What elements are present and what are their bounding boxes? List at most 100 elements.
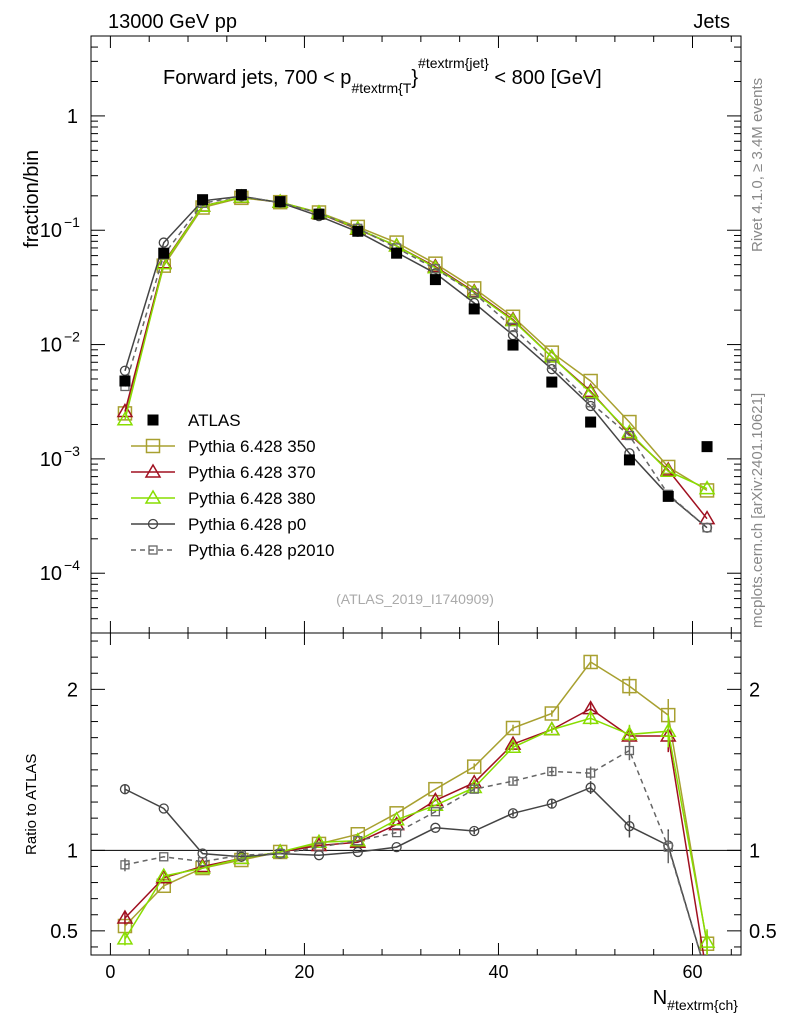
title-main: Forward jets, 700 < p	[163, 67, 351, 89]
ratio-point-p2010	[663, 842, 673, 852]
data-point-atlas	[585, 416, 597, 428]
ratio-point-p2010	[197, 856, 208, 867]
main-y-tick-label: 10	[40, 335, 62, 357]
ratio-point-p0	[469, 825, 480, 837]
ratio-point-p350	[466, 759, 482, 774]
title-brace: }	[411, 67, 418, 89]
data-point-p2010	[547, 359, 557, 370]
ratio-point-p350	[583, 654, 598, 670]
ratio-point-p380	[504, 738, 522, 754]
data-point-p380	[543, 348, 561, 363]
data-point-p380	[698, 480, 716, 495]
ratio-point-p0	[391, 841, 402, 853]
ratio-point-p380	[427, 796, 444, 812]
main-y-tick-exponent: −1	[64, 214, 80, 230]
ratio-point-p2010	[314, 842, 324, 852]
ratio-clipped-group	[116, 654, 716, 955]
ratio-y-tick-label-right: 1	[749, 840, 760, 862]
data-point-atlas	[701, 441, 713, 453]
side-label-rivet: Rivet 4.1.0, ≥ 3.4M events	[749, 78, 766, 252]
main-y-axis-label: fraction/bin	[21, 150, 43, 248]
data-point-p350	[117, 406, 133, 421]
data-point-p350	[622, 414, 637, 430]
ratio-y-tick-label-right: 2	[749, 679, 760, 701]
legend-marker-p2010	[148, 545, 158, 555]
ratio-point-p0	[430, 822, 441, 833]
ratio-point-p380	[543, 721, 561, 736]
ratio-line-p350	[124, 661, 708, 944]
legend-marker-p370	[144, 463, 162, 478]
data-point-atlas	[623, 454, 635, 466]
plot-title: Forward jets, 700 < p#textrm{T}#textrm{j…	[163, 55, 602, 96]
ratio-point-p2010	[275, 848, 285, 859]
data-point-p350	[660, 459, 676, 475]
series-line-p2010	[124, 195, 708, 529]
ratio-point-p370	[155, 869, 173, 884]
main-y-tick-exponent: −3	[64, 443, 80, 459]
data-point-p2010	[469, 288, 479, 298]
data-point-atlas	[468, 303, 480, 315]
x-tick-label: 0	[105, 962, 115, 982]
ratio-point-p380	[155, 867, 173, 882]
analysis-tag: (ATLAS_2019_I1740909)	[336, 591, 494, 607]
legend-label-atlas: ATLAS	[188, 411, 241, 430]
data-point-p2010	[702, 523, 712, 533]
ratio-y-tick-label: 0.5	[50, 921, 78, 943]
ratio-point-p2010	[159, 852, 169, 862]
legend-marker-atlas	[147, 414, 159, 426]
main-y-tick-exponent: −4	[64, 557, 80, 573]
ratio-point-p2010	[585, 768, 596, 778]
ratio-point-p380	[388, 811, 405, 826]
data-point-p2010	[508, 322, 518, 333]
ratio-point-p380	[310, 833, 328, 849]
series-line-p0	[124, 195, 708, 529]
ratio-point-p2010	[624, 745, 635, 756]
ratio-y-tick-label: 2	[67, 679, 78, 701]
ratio-point-p2010	[236, 850, 247, 860]
ratio-y-tick-label: 1	[67, 840, 78, 862]
legend-marker-p350	[145, 438, 161, 454]
ratio-point-p0	[585, 782, 596, 793]
ratio-plot-frame	[90, 632, 742, 956]
data-point-atlas	[507, 339, 519, 351]
ratio-point-p2010	[508, 776, 518, 786]
legend-label-p0: Pythia 6.428 p0	[188, 515, 306, 534]
ratio-point-p2010	[430, 807, 441, 817]
legend-label-p370: Pythia 6.428 370	[188, 463, 316, 482]
ratio-line-p0	[124, 786, 702, 955]
data-point-p2010	[624, 430, 635, 441]
data-point-atlas	[662, 490, 674, 502]
x-tick-label: 60	[682, 962, 702, 982]
ratio-point-p0	[546, 798, 557, 809]
title-tail: < 800 [GeV]	[489, 67, 602, 89]
ratio-point-p380	[116, 930, 134, 945]
ratio-point-p2010	[120, 860, 130, 870]
ratio-point-p380	[698, 933, 716, 948]
ratio-point-p0	[119, 784, 131, 795]
ratio-point-p2010	[391, 827, 402, 838]
ratio-point-p350	[428, 781, 443, 797]
ratio-point-p350	[622, 678, 637, 694]
ratio-point-p380	[659, 722, 677, 737]
data-point-atlas	[197, 194, 209, 206]
main-y-tick-label: 10	[40, 449, 62, 471]
data-point-atlas	[352, 225, 364, 237]
ratio-point-p350	[505, 720, 521, 736]
ratio-point-p2010	[469, 784, 479, 794]
ratio-point-p370	[116, 909, 134, 924]
data-point-p350	[583, 373, 598, 389]
ratio-panel-data	[116, 654, 716, 955]
main-panel-data	[116, 188, 716, 533]
ratio-point-p380	[582, 709, 599, 725]
data-point-atlas	[313, 208, 325, 220]
ratio-line-p2010	[124, 749, 702, 955]
ratio-point-p0	[507, 808, 519, 819]
data-point-p380	[504, 312, 522, 327]
ratio-point-p370	[388, 816, 405, 831]
data-point-atlas	[235, 189, 247, 201]
data-point-atlas	[158, 247, 170, 259]
ratio-y-tick-label-right: 0.5	[749, 921, 777, 943]
ratio-point-p2010	[353, 836, 363, 846]
